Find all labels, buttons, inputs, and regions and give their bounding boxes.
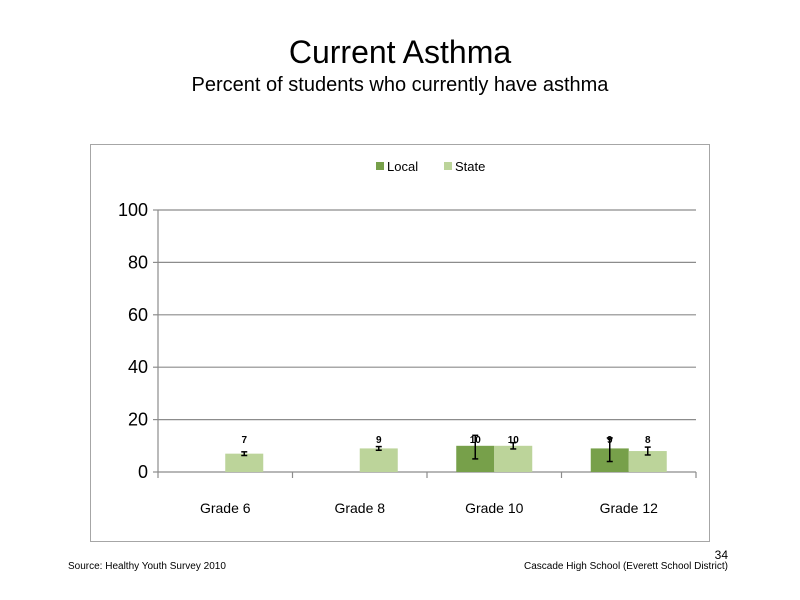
y-tick-label: 80 — [128, 252, 148, 272]
x-tick-label: Grade 6 — [200, 500, 251, 516]
x-axis: Grade 6 Grade 8 Grade 10 Grade 12 — [157, 472, 697, 516]
y-tick-label: 0 — [138, 462, 148, 482]
school-name: Cascade High School (Everett School Dist… — [524, 561, 728, 572]
data-label: 9 — [376, 435, 382, 446]
chart-frame — [90, 144, 710, 542]
legend-label-local: Local — [387, 159, 418, 174]
data-label: 7 — [241, 435, 247, 446]
y-tick-label: 40 — [128, 357, 148, 377]
page-number: 34 — [714, 548, 728, 562]
chart-subtitle: Percent of students who currently have a… — [191, 74, 609, 96]
bar-state-grade-12 — [628, 451, 667, 472]
legend-label-state: State — [455, 159, 485, 174]
gridlines — [158, 209, 696, 473]
bars — [225, 445, 667, 472]
data-label: 10 — [508, 435, 520, 446]
error-bars — [241, 434, 651, 463]
x-tick-label: Grade 10 — [465, 500, 524, 516]
y-axis: 0 20 40 60 80 100 — [118, 200, 159, 482]
y-tick-label: 100 — [118, 200, 148, 220]
data-labels: 10 9 7 9 10 8 — [241, 435, 651, 446]
legend-swatch-local — [376, 162, 384, 170]
chart-title: Current Asthma — [288, 34, 512, 70]
source-note: Source: Healthy Youth Survey 2010 — [68, 561, 226, 572]
data-label: 9 — [607, 435, 613, 446]
y-tick-label: 60 — [128, 305, 148, 325]
y-tick-label: 20 — [128, 410, 148, 430]
x-tick-label: Grade 8 — [334, 500, 385, 516]
legend: Local State — [376, 159, 485, 174]
bar-state-grade-8 — [359, 448, 398, 472]
bar-state-grade-6 — [225, 453, 264, 472]
data-label: 10 — [470, 435, 482, 446]
x-tick-label: Grade 12 — [600, 500, 659, 516]
legend-swatch-state — [444, 162, 452, 170]
data-label: 8 — [645, 435, 651, 446]
bar-state-grade-10 — [494, 445, 533, 472]
